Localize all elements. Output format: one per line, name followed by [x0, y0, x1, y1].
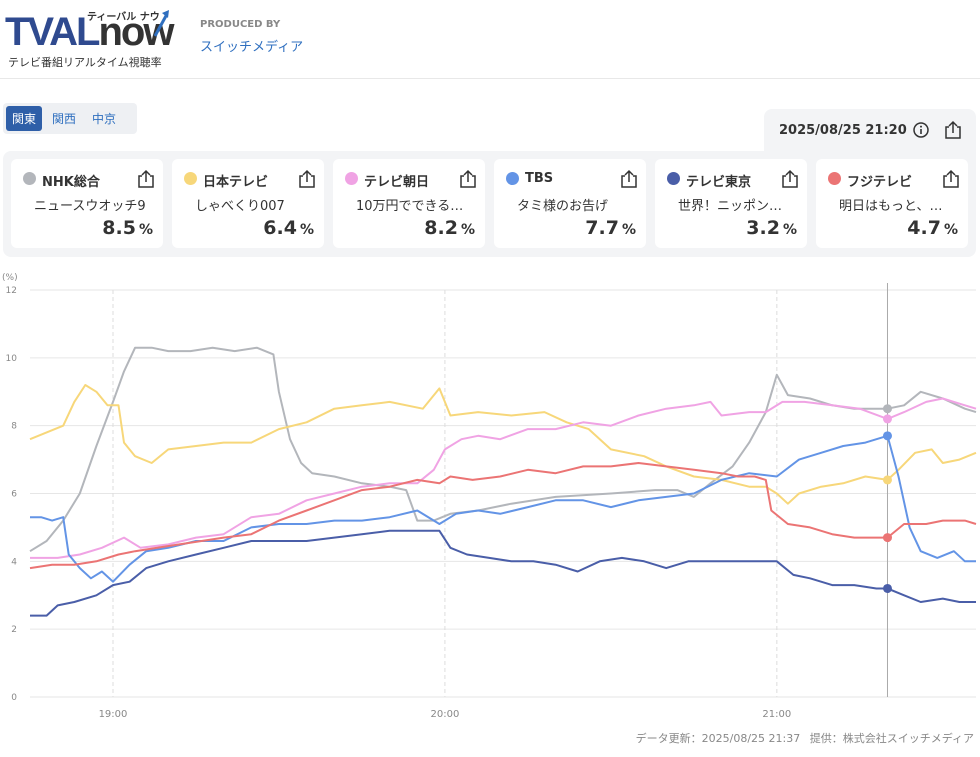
cursor-marker-2	[882, 414, 892, 424]
rating-number: 6.4	[263, 217, 297, 239]
region-tab-kansai[interactable]: 関西	[52, 112, 77, 126]
series-line-1	[29, 384, 977, 505]
channel-color-dot	[667, 172, 680, 185]
data-updated: データ更新：2025/08/25 21:37	[635, 732, 801, 745]
share-icon[interactable]	[942, 169, 960, 189]
rating-value: 4.7%	[907, 217, 958, 239]
x-tick-label: 20:00	[430, 709, 459, 720]
ratings-chart[interactable]: (%) 0 2 4 6 8 10 12 19:00 20:00 21:00	[0, 265, 980, 725]
header: TVALnow ティーバル ナウ テレビ番組リアルタイム視聴率 PRODUCED…	[0, 0, 980, 79]
logo-tval: TVAL	[5, 10, 100, 54]
cursor-marker-1	[882, 475, 892, 485]
channel-card-nhk[interactable]: NHK総合 ニュースウオッチ9 8.5%	[11, 159, 163, 248]
data-provider: 提供：株式会社スイッチメディア	[809, 732, 974, 745]
logo-subtitle: テレビ番組リアルタイム視聴率	[8, 56, 162, 69]
y-tick-label: 8	[11, 422, 17, 432]
channel-color-dot	[23, 172, 36, 185]
rating-number: 4.7	[907, 217, 941, 239]
program-title: しゃべくり007	[195, 199, 285, 214]
time-panel: 2025/08/25 21:20	[764, 109, 976, 159]
share-icon[interactable]	[944, 120, 962, 140]
program-title: 10万円でできる…	[356, 199, 464, 214]
channel-card-ntv[interactable]: 日本テレビ しゃべくり007 6.4%	[172, 159, 324, 248]
logo-kana: ティーバル ナウ	[87, 12, 160, 23]
rating-value: 8.2%	[424, 217, 475, 239]
rating-unit: %	[943, 222, 958, 238]
channel-color-dot	[506, 172, 519, 185]
rating-number: 7.7	[585, 217, 619, 239]
channel-name: テレビ朝日	[364, 175, 430, 190]
channel-cards: NHK総合 ニュースウオッチ9 8.5% 日本テレビ しゃべくり007 6.4%…	[3, 151, 976, 257]
channel-name: テレビ東京	[686, 175, 752, 190]
channel-color-dot	[828, 172, 841, 185]
rating-unit: %	[621, 222, 636, 238]
tvalnow-logo[interactable]: TVALnow ティーバル ナウ テレビ番組リアルタイム視聴率	[5, 6, 175, 70]
y-tick-label: 4	[11, 557, 17, 567]
series-line-4	[30, 529, 976, 617]
program-title: ニュースウオッチ9	[34, 199, 146, 214]
share-icon[interactable]	[781, 169, 799, 189]
rating-unit: %	[138, 222, 153, 238]
y-tick-label: 2	[11, 625, 17, 635]
program-title: 明日はもっと、…	[839, 199, 943, 214]
share-icon[interactable]	[459, 169, 477, 189]
series-line-3	[30, 434, 976, 583]
producer-link[interactable]: スイッチメディア	[200, 40, 304, 55]
x-tick-label: 21:00	[762, 709, 791, 720]
region-tab-chukyo[interactable]: 中京	[92, 112, 117, 126]
rating-value: 3.2%	[746, 217, 797, 239]
series-line-2	[30, 397, 977, 559]
rating-value: 6.4%	[263, 217, 314, 239]
rating-number: 8.2	[424, 217, 458, 239]
cursor-marker-0	[882, 404, 892, 414]
info-icon[interactable]	[913, 122, 929, 138]
y-tick-label: 12	[6, 286, 17, 296]
footer: データ更新：2025/08/25 21:37 提供：株式会社スイッチメディア	[636, 730, 974, 746]
channel-color-dot	[345, 172, 358, 185]
cursor-marker-4	[882, 583, 892, 593]
share-icon[interactable]	[298, 169, 316, 189]
share-icon[interactable]	[137, 169, 155, 189]
channel-card-tv-asahi[interactable]: テレビ朝日 10万円でできる… 8.2%	[333, 159, 485, 248]
rating-value: 7.7%	[585, 217, 636, 239]
channel-color-dot	[184, 172, 197, 185]
channel-name: TBS	[525, 171, 554, 186]
x-tick-label: 19:00	[99, 709, 128, 720]
channel-name: 日本テレビ	[203, 175, 269, 190]
cursor-marker-5	[882, 533, 892, 543]
series-line-5	[29, 462, 977, 570]
program-title: タミ様のお告げ	[517, 199, 609, 214]
y-tick-label: 0	[11, 693, 17, 703]
cursor-marker-3	[882, 431, 892, 441]
y-tick-label: 6	[11, 490, 17, 500]
current-time: 2025/08/25 21:20	[779, 123, 907, 138]
y-tick-label: 10	[6, 354, 18, 364]
logo-now: now	[98, 10, 174, 54]
rating-number: 8.5	[102, 217, 136, 239]
channel-name: フジテレビ	[847, 175, 913, 190]
program-title: 世界！ニッポン…	[678, 199, 783, 214]
channel-card-tbs[interactable]: TBS タミ様のお告げ 7.7%	[494, 159, 646, 248]
rating-number: 3.2	[746, 217, 780, 239]
region-tabs: 関東 関西 中京	[3, 103, 137, 134]
y-unit-label: (%)	[2, 273, 18, 283]
share-icon[interactable]	[620, 169, 638, 189]
logo-arrow-icon	[153, 10, 169, 37]
rating-unit: %	[460, 222, 475, 238]
channel-name: NHK総合	[42, 175, 100, 190]
channel-card-fuji[interactable]: フジテレビ 明日はもっと、… 4.7%	[816, 159, 968, 248]
rating-unit: %	[782, 222, 797, 238]
rating-unit: %	[299, 222, 314, 238]
channel-card-tv-tokyo[interactable]: テレビ東京 世界！ニッポン… 3.2%	[655, 159, 807, 248]
produced-by-label: PRODUCED BY	[200, 19, 281, 30]
region-tab-kanto[interactable]: 関東	[6, 106, 43, 131]
rating-value: 8.5%	[102, 217, 153, 239]
